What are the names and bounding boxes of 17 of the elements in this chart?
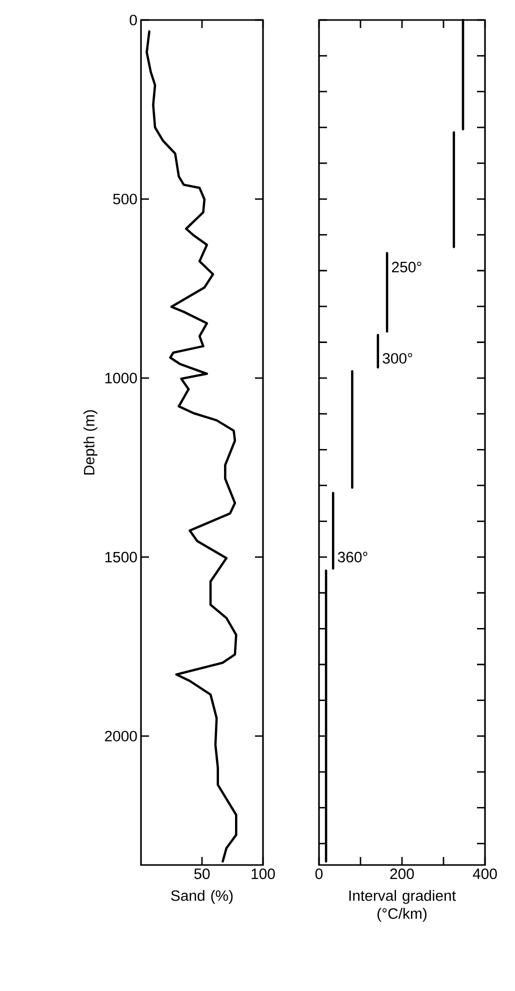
x-axis-title: Interval gradient (°C/km) [349, 890, 456, 922]
annotation: 250° [392, 262, 422, 272]
x-tick-label: 50 [194, 868, 210, 880]
x-tick-label: 100 [252, 868, 275, 880]
line-series [146, 30, 238, 863]
y-tick-label: 1500 [105, 552, 137, 562]
y-tick-label: 1000 [105, 372, 137, 384]
annotation: 360° [338, 552, 368, 562]
x-axis-title: Sand (%) [171, 890, 233, 904]
y-tick-label: 0 [130, 14, 137, 26]
y-tick-label: 500 [113, 194, 137, 204]
annotation: 300° [382, 353, 412, 364]
x-tick-label: 400 [472, 868, 497, 880]
x-tick-label: 0 [315, 868, 323, 880]
y-axis-title: Depth (m) [83, 410, 98, 474]
x-tick-label: 200 [390, 868, 414, 880]
y-tick-label: 2000 [104, 730, 137, 742]
